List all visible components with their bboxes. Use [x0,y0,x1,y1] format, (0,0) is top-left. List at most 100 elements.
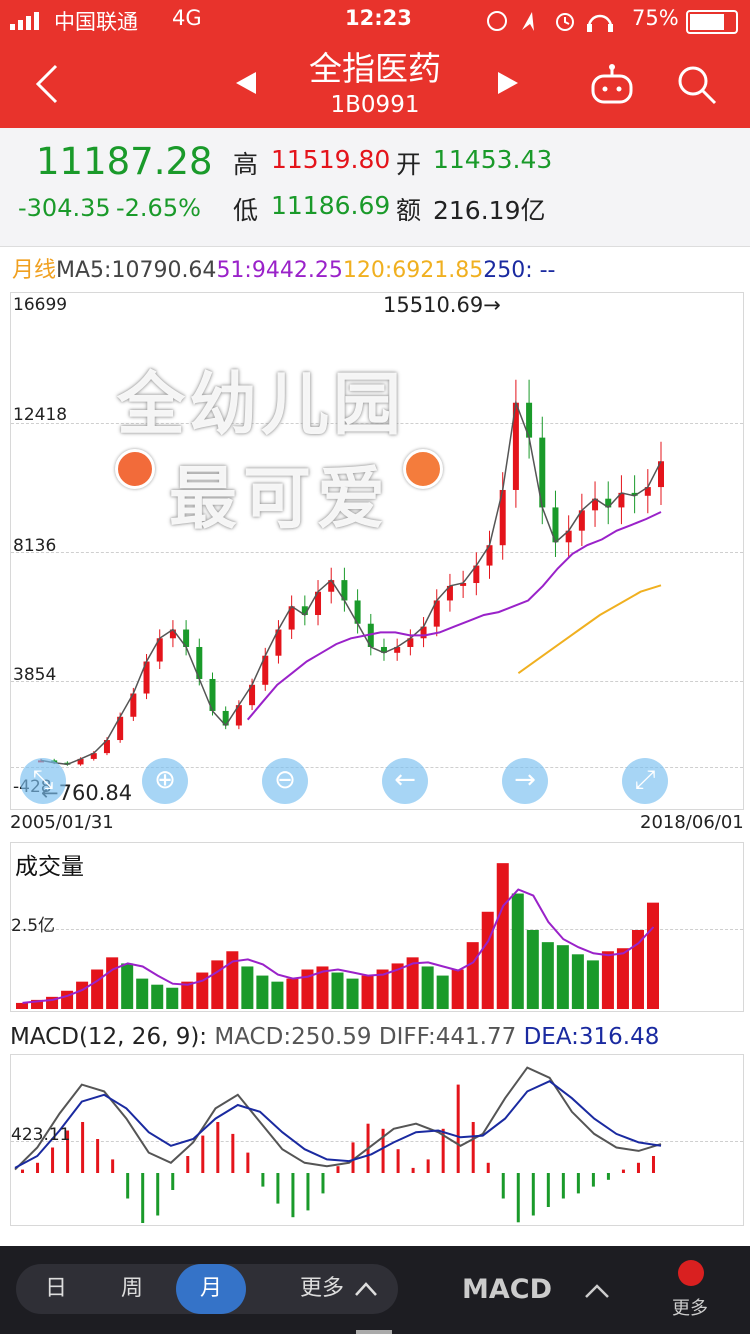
indicator-selector[interactable]: MACD [462,1274,552,1305]
volume-bar [631,930,644,1009]
volume-bar [601,951,614,1009]
chevron-up-icon[interactable] [354,1280,378,1298]
robot-icon[interactable] [590,64,634,104]
candle-body [301,606,308,616]
volume-bar [106,957,119,1009]
macd-bar [36,1162,40,1173]
macd-bar [126,1173,130,1199]
macd-chart[interactable]: 423.11 [10,1054,744,1226]
macd-bar [621,1169,625,1173]
tab-month[interactable]: 月 [176,1264,246,1314]
macd-bar [636,1162,640,1173]
indicator-chevron-up-icon[interactable] [584,1282,610,1300]
pan-right-icon[interactable]: → [502,758,548,804]
macd-tick: 423.11 [11,1125,71,1145]
candle-body [275,629,282,656]
volume-bar [346,978,359,1009]
macd-bar [261,1173,265,1187]
battery-percent: 75% [632,6,679,30]
tab-week[interactable]: 周 [120,1276,143,1301]
candle-body [103,740,110,754]
bottom-toolbar: 日 周 月 更多 MACD 更多 [0,1246,750,1334]
volume-bar [436,975,449,1009]
date-start: 2005/01/31 [10,812,114,833]
more-dot-icon[interactable] [678,1260,704,1286]
network-type: 4G [172,6,202,30]
back-icon[interactable] [34,62,60,106]
more-label[interactable]: 更多 [672,1298,708,1319]
macd-bar [201,1135,205,1173]
macd-bar [546,1173,550,1207]
candle-body [235,705,242,726]
zoom-out-icon[interactable]: ⊖ [262,758,308,804]
volume-bar [361,975,374,1009]
candle-body [288,606,295,630]
candle-body [222,710,229,726]
candle-body [156,638,163,662]
price-chart[interactable]: 16699 12418 8136 3854 -428 15510.69→ ←76… [10,292,744,810]
volume-bar [181,981,194,1009]
candle-body [552,507,559,543]
macd-bar [486,1162,490,1173]
home-indicator [356,1330,392,1334]
volume-bar [466,942,479,1009]
high-label: 高 [233,150,259,179]
macd-bar [336,1166,340,1173]
macd-bar [516,1173,520,1223]
nav-bar: 全指医药 1B0991 [0,40,750,128]
search-icon[interactable] [676,64,718,106]
open-value: 11453.43 [433,145,553,174]
macd-bar [456,1084,460,1173]
ma-legend: 月线MA5:10790.6451:9442.25120:6921.85250: … [12,252,556,284]
candle-body [433,600,440,627]
quote-panel: 11187.28 -304.35 -2.65% 高 11519.80 开 114… [0,128,750,247]
candle-body [183,629,190,647]
open-label: 开 [396,150,422,179]
pan-left-icon[interactable]: ← [382,758,428,804]
volume-bar [511,893,524,1009]
volume-bar [331,972,344,1009]
next-stock-icon[interactable] [496,70,520,96]
status-icons [487,11,613,32]
volume-bar [571,954,584,1009]
candle-body [196,646,203,679]
watermark-line2: 最可爱 [169,460,392,539]
volume-bar [241,966,254,1009]
prev-stock-icon[interactable] [234,70,258,96]
volume-chart[interactable]: 成交量 2.5亿 [10,842,744,1012]
candle-body [169,629,176,639]
ma5-value: MA5:10790.64 [56,258,217,283]
macd-bar [531,1173,535,1216]
macd-bar [51,1147,55,1173]
zoom-in-icon[interactable]: ⊕ [142,758,188,804]
collapse-icon[interactable]: ⤡ [20,758,66,804]
macd-bar [591,1173,595,1187]
macd-bar [231,1133,235,1173]
volume-ma-line [22,888,655,1004]
volume-bar [451,969,464,1009]
ma120-line [517,584,662,675]
macd-bar [81,1122,85,1173]
volume-bar [31,999,44,1009]
candle-body [117,716,124,741]
candle-body [249,684,256,706]
volume-bar [481,911,494,1009]
volume-bar [121,963,134,1009]
candle-body [328,580,335,592]
tab-day[interactable]: 日 [44,1276,67,1301]
candle-body [394,646,401,653]
macd-bar [396,1149,400,1173]
macd-title: MACD(12, 26, 9): [10,1024,208,1050]
volume-bar [271,981,284,1009]
volume-bar [391,963,404,1009]
ma-period: 月线 [12,258,57,283]
fullscreen-icon[interactable]: ⤢ [622,758,668,804]
lollipop-icon-right [403,449,443,489]
volume-bar [376,969,389,1009]
ma51-line [246,511,662,721]
volume-bar [646,902,659,1009]
tab-more[interactable]: 更多 [299,1276,344,1301]
candle-body [512,402,519,490]
macd-bar [306,1173,310,1211]
y-tick-2: 12418 [13,405,68,425]
